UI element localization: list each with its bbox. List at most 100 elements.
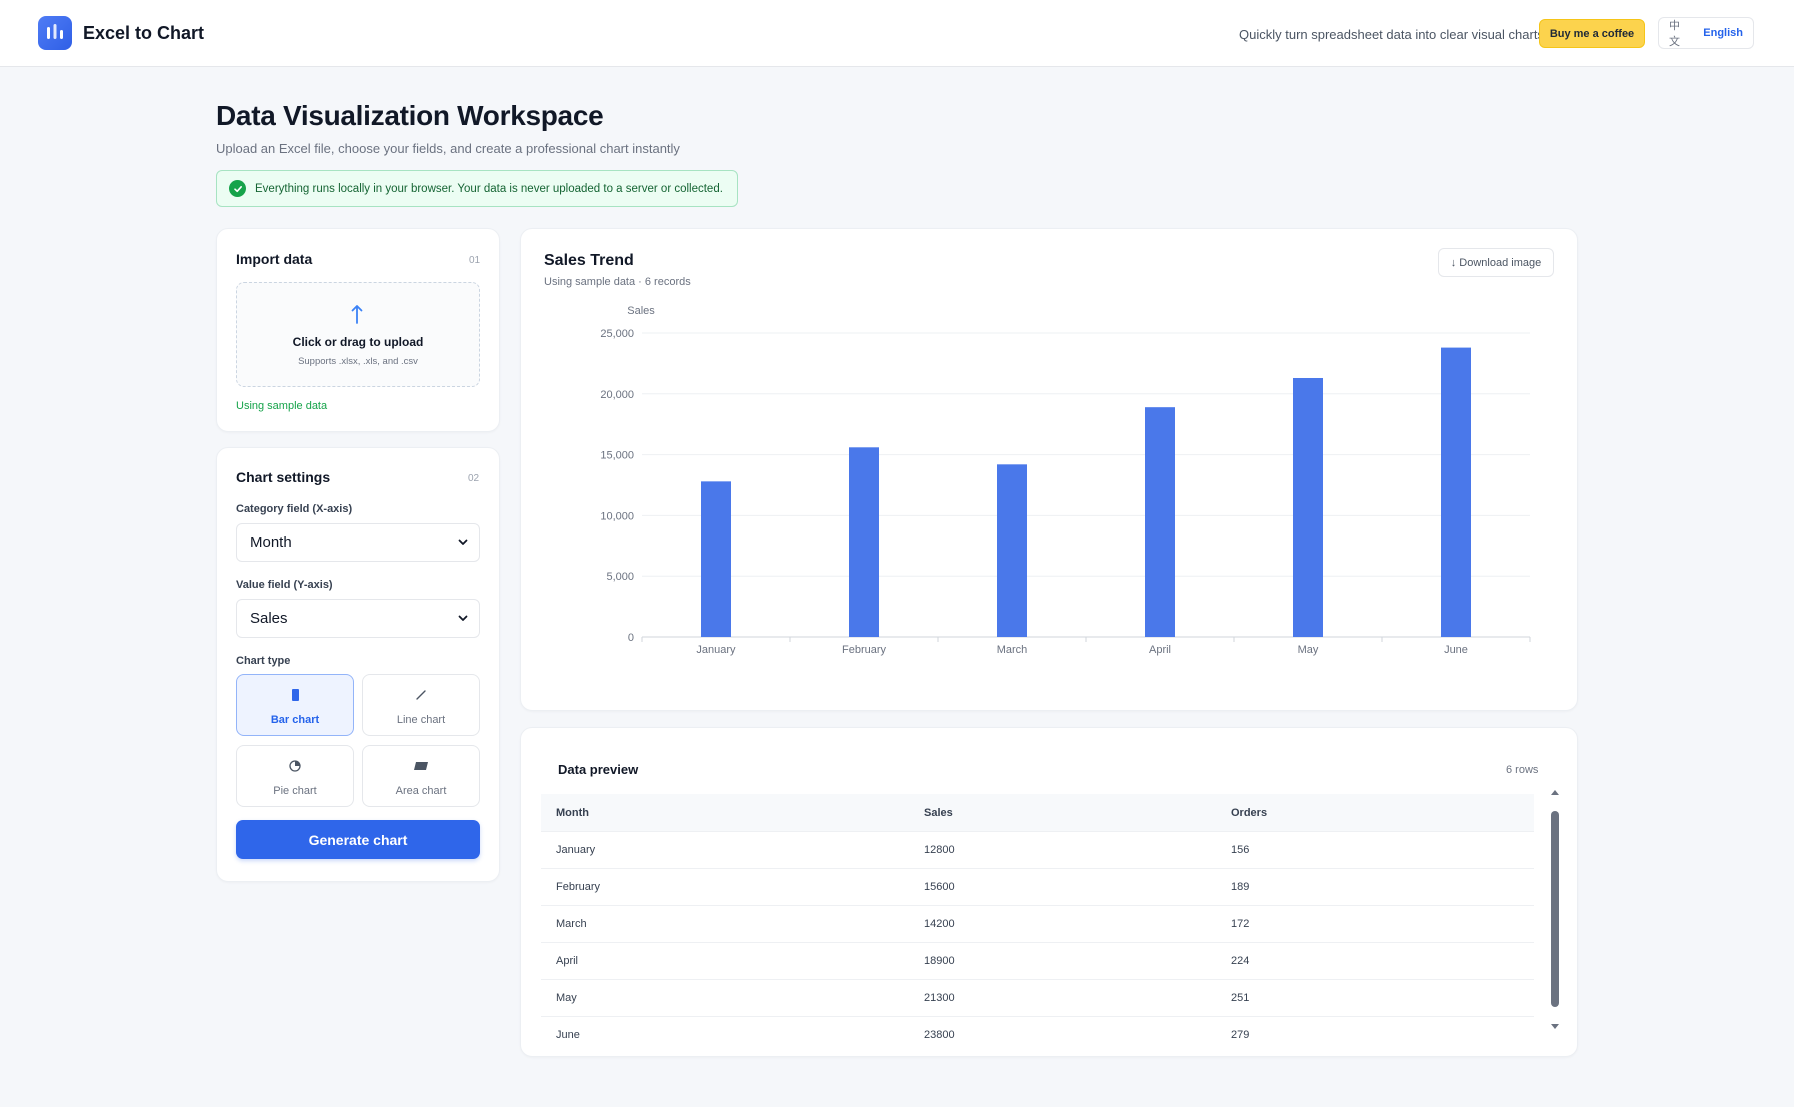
bar-february <box>849 447 879 637</box>
y-tick-label: 10,000 <box>600 510 634 522</box>
y-tick-label: 25,000 <box>600 328 634 340</box>
check-circle-icon <box>229 180 246 197</box>
table-cell: 172 <box>1231 918 1250 930</box>
value-field-value: Sales <box>250 610 288 627</box>
y-tick-label: 15,000 <box>600 450 634 462</box>
table-row: April 18900 224 <box>541 943 1534 980</box>
chart-type-label: Chart type <box>236 655 291 667</box>
table-row: May 21300 251 <box>541 980 1534 1017</box>
column-header-month[interactable]: Month <box>556 807 589 819</box>
chart-type-bar-label: Bar chart <box>270 714 320 726</box>
settings-card-title: Chart settings <box>236 469 331 485</box>
table-cell: 18900 <box>924 955 955 967</box>
row-count: 6 rows <box>1506 764 1539 776</box>
generate-chart-button[interactable]: Generate chart <box>236 820 480 859</box>
upload-title: Click or drag to upload <box>292 335 424 349</box>
x-tick-label: February <box>842 644 887 656</box>
table-scrollbar[interactable] <box>1549 800 1561 1022</box>
table-cell: 224 <box>1231 955 1250 967</box>
column-header-orders[interactable]: Orders <box>1231 807 1268 819</box>
y-axis-title: Sales <box>627 305 655 317</box>
bar-january <box>701 481 731 637</box>
buy-coffee-button[interactable]: Buy me a coffee <box>1539 19 1645 48</box>
chart-title: Sales Trend <box>544 252 634 269</box>
line-chart-icon <box>363 688 479 707</box>
import-card-title: Import data <box>236 251 313 267</box>
top-header: Excel to Chart Quickly turn spreadsheet … <box>0 0 1794 67</box>
app-brand-name[interactable]: Excel to Chart <box>83 23 205 43</box>
chevron-down-icon <box>458 615 468 621</box>
table-cell: 12800 <box>924 844 955 856</box>
bar-april <box>1145 407 1175 637</box>
table-cell: February <box>556 881 601 893</box>
import-card-step: 01 <box>469 255 481 266</box>
chart-card: Sales Trend Using sample data · 6 record… <box>520 228 1578 711</box>
value-field-label: Value field (Y-axis) <box>236 579 333 591</box>
upload-arrow-icon <box>351 305 363 324</box>
chart-subtitle: Using sample data · 6 records <box>544 276 691 288</box>
chart-type-area[interactable]: Area chart <box>362 745 480 807</box>
x-tick-label: May <box>1298 644 1319 656</box>
bar-may <box>1293 377 1323 637</box>
scroll-up-arrow-icon[interactable] <box>1551 790 1559 795</box>
bar-march <box>997 464 1027 637</box>
lang-option-en[interactable]: English <box>1703 27 1743 39</box>
table-cell: January <box>556 844 596 856</box>
page-title: Data Visualization Workspace <box>216 100 604 131</box>
chart-type-pie-label: Pie chart <box>273 785 317 797</box>
chart-type-line[interactable]: Line chart <box>362 674 480 736</box>
table-cell: 156 <box>1231 844 1250 856</box>
bar-chart: Sales 0 5,000 10,000 15,000 20,000 25,000 Janua… <box>600 305 1531 656</box>
table-cell: 15600 <box>924 881 955 893</box>
language-switch: 中文 English <box>1658 17 1754 49</box>
column-header-sales[interactable]: Sales <box>924 807 953 819</box>
table-row: June 23800 279 <box>541 1017 1534 1038</box>
scroll-down-arrow-icon[interactable] <box>1551 1024 1559 1029</box>
pie-chart-icon <box>237 759 353 778</box>
x-tick-label: January <box>696 644 736 656</box>
scrollbar-thumb[interactable] <box>1551 811 1559 1007</box>
header-tagline: Quickly turn spreadsheet data into clear… <box>1239 27 1544 42</box>
privacy-notice-text: Everything runs locally in your browser.… <box>255 182 723 195</box>
area-chart-icon <box>363 759 479 778</box>
table-cell: June <box>556 1029 580 1038</box>
chart-type-bar[interactable]: Bar chart <box>236 674 354 736</box>
table-cell: 21300 <box>924 992 955 1004</box>
table-cell: May <box>556 992 577 1004</box>
table-cell: 279 <box>1231 1029 1250 1038</box>
x-tick-label: June <box>1444 644 1468 656</box>
data-source-status: Using sample data <box>236 400 328 412</box>
table-header: Month Sales Orders <box>541 794 1534 832</box>
category-field-select[interactable]: Month <box>236 523 480 562</box>
lang-option-zh[interactable]: 中文 <box>1669 20 1680 48</box>
table-row: March 14200 172 <box>541 906 1534 943</box>
page-subtitle: Upload an Excel file, choose your fields… <box>216 141 680 156</box>
chevron-down-icon <box>458 539 468 545</box>
download-image-button[interactable]: ↓ Download image <box>1438 248 1554 277</box>
table-cell: March <box>556 918 587 930</box>
privacy-notice: Everything runs locally in your browser.… <box>216 170 738 207</box>
upload-dropzone[interactable]: Click or drag to upload Supports .xlsx, … <box>236 282 480 387</box>
table-cell: 14200 <box>924 918 955 930</box>
table-row: February 15600 189 <box>541 869 1534 906</box>
data-preview-card: Data preview 6 rows Month Sales Orders J… <box>520 727 1578 1057</box>
settings-card-step: 02 <box>468 473 480 484</box>
category-field-value: Month <box>250 534 292 551</box>
table-cell: 189 <box>1231 881 1250 893</box>
table-cell: 23800 <box>924 1029 955 1038</box>
chart-settings-card: Chart settings 02 Category field (X-axis… <box>216 447 500 882</box>
chart-type-pie[interactable]: Pie chart <box>236 745 354 807</box>
data-preview-title: Data preview <box>558 762 639 777</box>
chart-type-line-label: Line chart <box>396 714 446 726</box>
y-tick-label: 5,000 <box>606 571 634 583</box>
x-tick-label: April <box>1149 644 1171 656</box>
x-tick-label: March <box>997 644 1028 656</box>
table-row: January 12800 156 <box>541 832 1534 869</box>
y-tick-label: 20,000 <box>600 389 634 401</box>
app-logo-icon[interactable] <box>38 16 72 50</box>
bar-chart-icon <box>237 688 353 707</box>
category-field-label: Category field (X-axis) <box>236 503 353 515</box>
data-table: Month Sales Orders January 12800 156 Feb… <box>541 794 1545 1038</box>
table-cell: 251 <box>1231 992 1250 1004</box>
value-field-select[interactable]: Sales <box>236 599 480 638</box>
